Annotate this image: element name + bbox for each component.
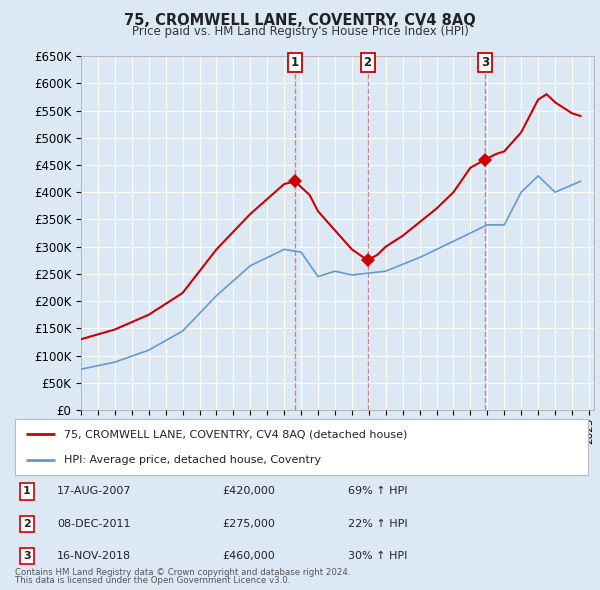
Text: £420,000: £420,000: [222, 487, 275, 496]
Text: 69% ↑ HPI: 69% ↑ HPI: [348, 487, 407, 496]
Text: £275,000: £275,000: [222, 519, 275, 529]
Text: 08-DEC-2011: 08-DEC-2011: [57, 519, 131, 529]
Text: 1: 1: [23, 487, 31, 496]
Text: Contains HM Land Registry data © Crown copyright and database right 2024.: Contains HM Land Registry data © Crown c…: [15, 568, 350, 577]
Text: £460,000: £460,000: [222, 552, 275, 561]
Text: Price paid vs. HM Land Registry's House Price Index (HPI): Price paid vs. HM Land Registry's House …: [131, 25, 469, 38]
Text: 3: 3: [481, 56, 490, 69]
Text: 2: 2: [364, 56, 371, 69]
Text: HPI: Average price, detached house, Coventry: HPI: Average price, detached house, Cove…: [64, 455, 321, 465]
Text: This data is licensed under the Open Government Licence v3.0.: This data is licensed under the Open Gov…: [15, 576, 290, 585]
Text: 75, CROMWELL LANE, COVENTRY, CV4 8AQ (detached house): 75, CROMWELL LANE, COVENTRY, CV4 8AQ (de…: [64, 429, 407, 439]
Text: 2: 2: [23, 519, 31, 529]
Text: 17-AUG-2007: 17-AUG-2007: [57, 487, 131, 496]
Text: 22% ↑ HPI: 22% ↑ HPI: [348, 519, 407, 529]
Text: 16-NOV-2018: 16-NOV-2018: [57, 552, 131, 561]
Text: 30% ↑ HPI: 30% ↑ HPI: [348, 552, 407, 561]
Text: 3: 3: [23, 552, 31, 561]
Text: 75, CROMWELL LANE, COVENTRY, CV4 8AQ: 75, CROMWELL LANE, COVENTRY, CV4 8AQ: [124, 13, 476, 28]
Text: 1: 1: [291, 56, 299, 69]
